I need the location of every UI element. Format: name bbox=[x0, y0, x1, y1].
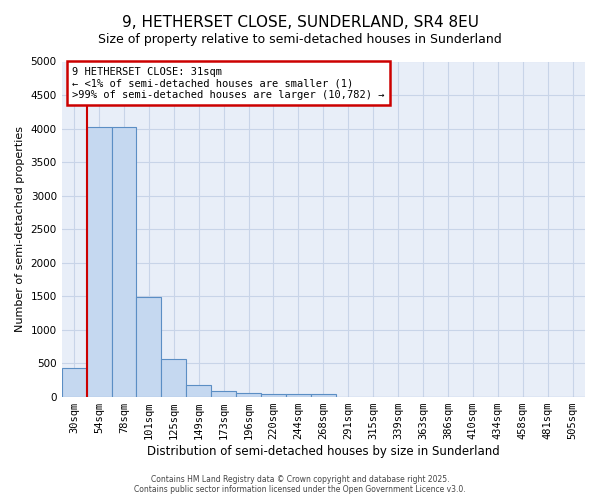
Bar bbox=[161, 359, 186, 397]
Bar bbox=[112, 127, 136, 396]
Bar bbox=[211, 390, 236, 396]
Y-axis label: Number of semi-detached properties: Number of semi-detached properties bbox=[15, 126, 25, 332]
Text: Contains HM Land Registry data © Crown copyright and database right 2025.
Contai: Contains HM Land Registry data © Crown c… bbox=[134, 474, 466, 494]
Text: 9, HETHERSET CLOSE, SUNDERLAND, SR4 8EU: 9, HETHERSET CLOSE, SUNDERLAND, SR4 8EU bbox=[121, 15, 479, 30]
Bar bbox=[286, 394, 311, 396]
Text: Size of property relative to semi-detached houses in Sunderland: Size of property relative to semi-detach… bbox=[98, 32, 502, 46]
Bar bbox=[86, 127, 112, 396]
X-axis label: Distribution of semi-detached houses by size in Sunderland: Distribution of semi-detached houses by … bbox=[147, 444, 500, 458]
Bar bbox=[261, 394, 286, 396]
Bar bbox=[311, 394, 336, 396]
Text: 9 HETHERSET CLOSE: 31sqm
← <1% of semi-detached houses are smaller (1)
>99% of s: 9 HETHERSET CLOSE: 31sqm ← <1% of semi-d… bbox=[72, 66, 385, 100]
Bar bbox=[62, 368, 86, 396]
Bar bbox=[236, 392, 261, 396]
Bar bbox=[136, 298, 161, 396]
Bar bbox=[186, 385, 211, 396]
